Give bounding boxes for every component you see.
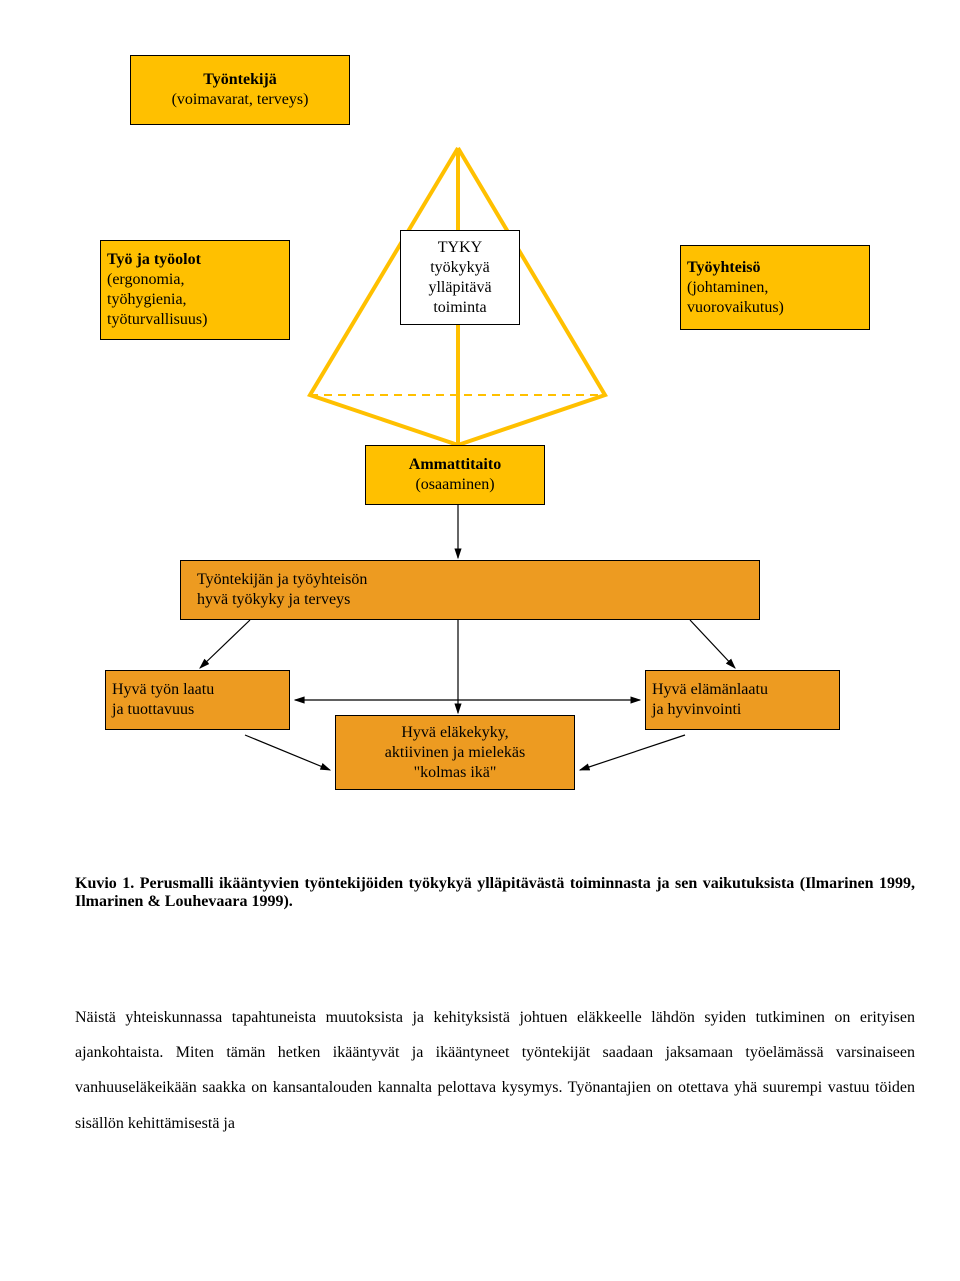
arrow-wide-to-right xyxy=(690,620,735,668)
life-l1: Hyvä elämänlaatu xyxy=(652,680,768,700)
box-worker: Työntekijä (voimavarat, terveys) xyxy=(130,55,350,125)
tyky-l4: toiminta xyxy=(433,298,486,318)
wide-l2: hyvä työkyky ja terveys xyxy=(197,590,350,610)
box-work-s3: työturvallisuus) xyxy=(107,310,207,330)
ret-l2: aktiivinen ja mielekäs xyxy=(385,743,525,763)
box-work-conditions: Työ ja työolot (ergonomia, työhygienia, … xyxy=(100,240,290,340)
box-lifequality: Hyvä elämänlaatu ja hyvinvointi xyxy=(645,670,840,730)
tyky-l3: ylläpitävä xyxy=(428,278,491,298)
box-work-s2: työhygienia, xyxy=(107,290,187,310)
quality-l2: ja tuottavuus xyxy=(112,700,194,720)
box-skill: Ammattitaito (osaaminen) xyxy=(365,445,545,505)
box-skill-sub: (osaaminen) xyxy=(415,475,494,495)
life-l2: ja hyvinvointi xyxy=(652,700,741,720)
box-retirement: Hyvä eläkekyky, aktiivinen ja mielekäs "… xyxy=(335,715,575,790)
page: Työntekijä (voimavarat, terveys) Työ ja … xyxy=(0,0,960,1281)
box-comm-title: Työyhteisö xyxy=(687,258,760,278)
quality-l1: Hyvä työn laatu xyxy=(112,680,214,700)
caption-label: Kuvio 1. xyxy=(75,875,134,892)
arrow-wide-to-left xyxy=(200,620,250,668)
tyky-l1: TYKY xyxy=(438,238,482,258)
caption-text: Perusmalli ikääntyvien työntekijöiden ty… xyxy=(75,875,915,910)
box-work-title: Työ ja työolot xyxy=(107,250,201,270)
box-tyky: TYKY työkykyä ylläpitävä toiminta xyxy=(400,230,520,325)
tyky-l2: työkykyä xyxy=(430,258,490,278)
arrow-left-to-center xyxy=(245,735,330,770)
arrow-right-to-center xyxy=(580,735,685,770)
box-community: Työyhteisö (johtaminen, vuorovaikutus) xyxy=(680,245,870,330)
box-comm-s2: vuorovaikutus) xyxy=(687,298,784,318)
box-wide-health: Työntekijän ja työyhteisön hyvä työkyky … xyxy=(180,560,760,620)
wide-l1: Työntekijän ja työyhteisön xyxy=(197,570,367,590)
body-paragraph: Näistä yhteiskunnassa tapahtuneista muut… xyxy=(75,1000,915,1141)
box-comm-s1: (johtaminen, xyxy=(687,278,768,298)
box-quality: Hyvä työn laatu ja tuottavuus xyxy=(105,670,290,730)
box-skill-title: Ammattitaito xyxy=(409,455,501,475)
box-worker-title: Työntekijä xyxy=(203,70,276,90)
ret-l3: "kolmas ikä" xyxy=(414,763,497,783)
figure-caption: Kuvio 1. Perusmalli ikääntyvien työnteki… xyxy=(75,875,915,911)
ret-l1: Hyvä eläkekyky, xyxy=(401,723,508,743)
box-work-s1: (ergonomia, xyxy=(107,270,184,290)
box-worker-sub: (voimavarat, terveys) xyxy=(172,90,309,110)
